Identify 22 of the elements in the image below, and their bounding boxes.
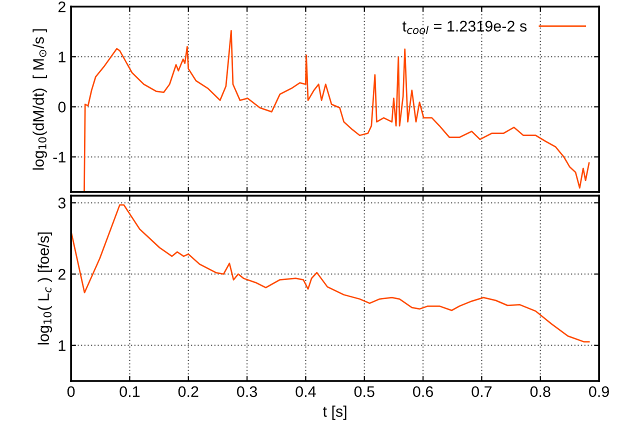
y-tick-label: 2 <box>58 2 66 12</box>
x-tick-label: 0.4 <box>296 386 316 398</box>
x-tick-label: 0 <box>67 386 75 398</box>
x-tick-label: 0.5 <box>354 386 374 398</box>
x-tick-label: 0.7 <box>472 386 492 398</box>
legend-label: t$_{cool}$ = 1.2319e-2 s <box>402 20 527 34</box>
x-tick-label: 0.2 <box>178 386 198 398</box>
x-tick-label: 0.8 <box>530 386 550 398</box>
x-tick-label: 0.9 <box>589 386 609 398</box>
x-axis-title: t [s] <box>322 406 346 420</box>
x-tick-label: 0.6 <box>413 386 433 398</box>
y-tick-label: 2 <box>58 268 66 280</box>
line-series <box>71 204 590 342</box>
y-tick-label: 3 <box>58 198 66 208</box>
y-axis-title: log$_{10}$(dM/dt) [ M$_{⊙}$/s ] <box>32 29 47 170</box>
y-tick-label: 1 <box>58 52 66 62</box>
y-tick-label: 0 <box>58 102 66 112</box>
y-axis-title: log$_{10}$( L$_{c}$ ) [foe/s] <box>38 232 52 344</box>
x-tick-label: 0.1 <box>120 386 140 398</box>
x-tick-label: 0.3 <box>237 386 257 398</box>
y-tick-label: -1 <box>53 152 66 162</box>
y-tick-label: 1 <box>58 340 66 351</box>
